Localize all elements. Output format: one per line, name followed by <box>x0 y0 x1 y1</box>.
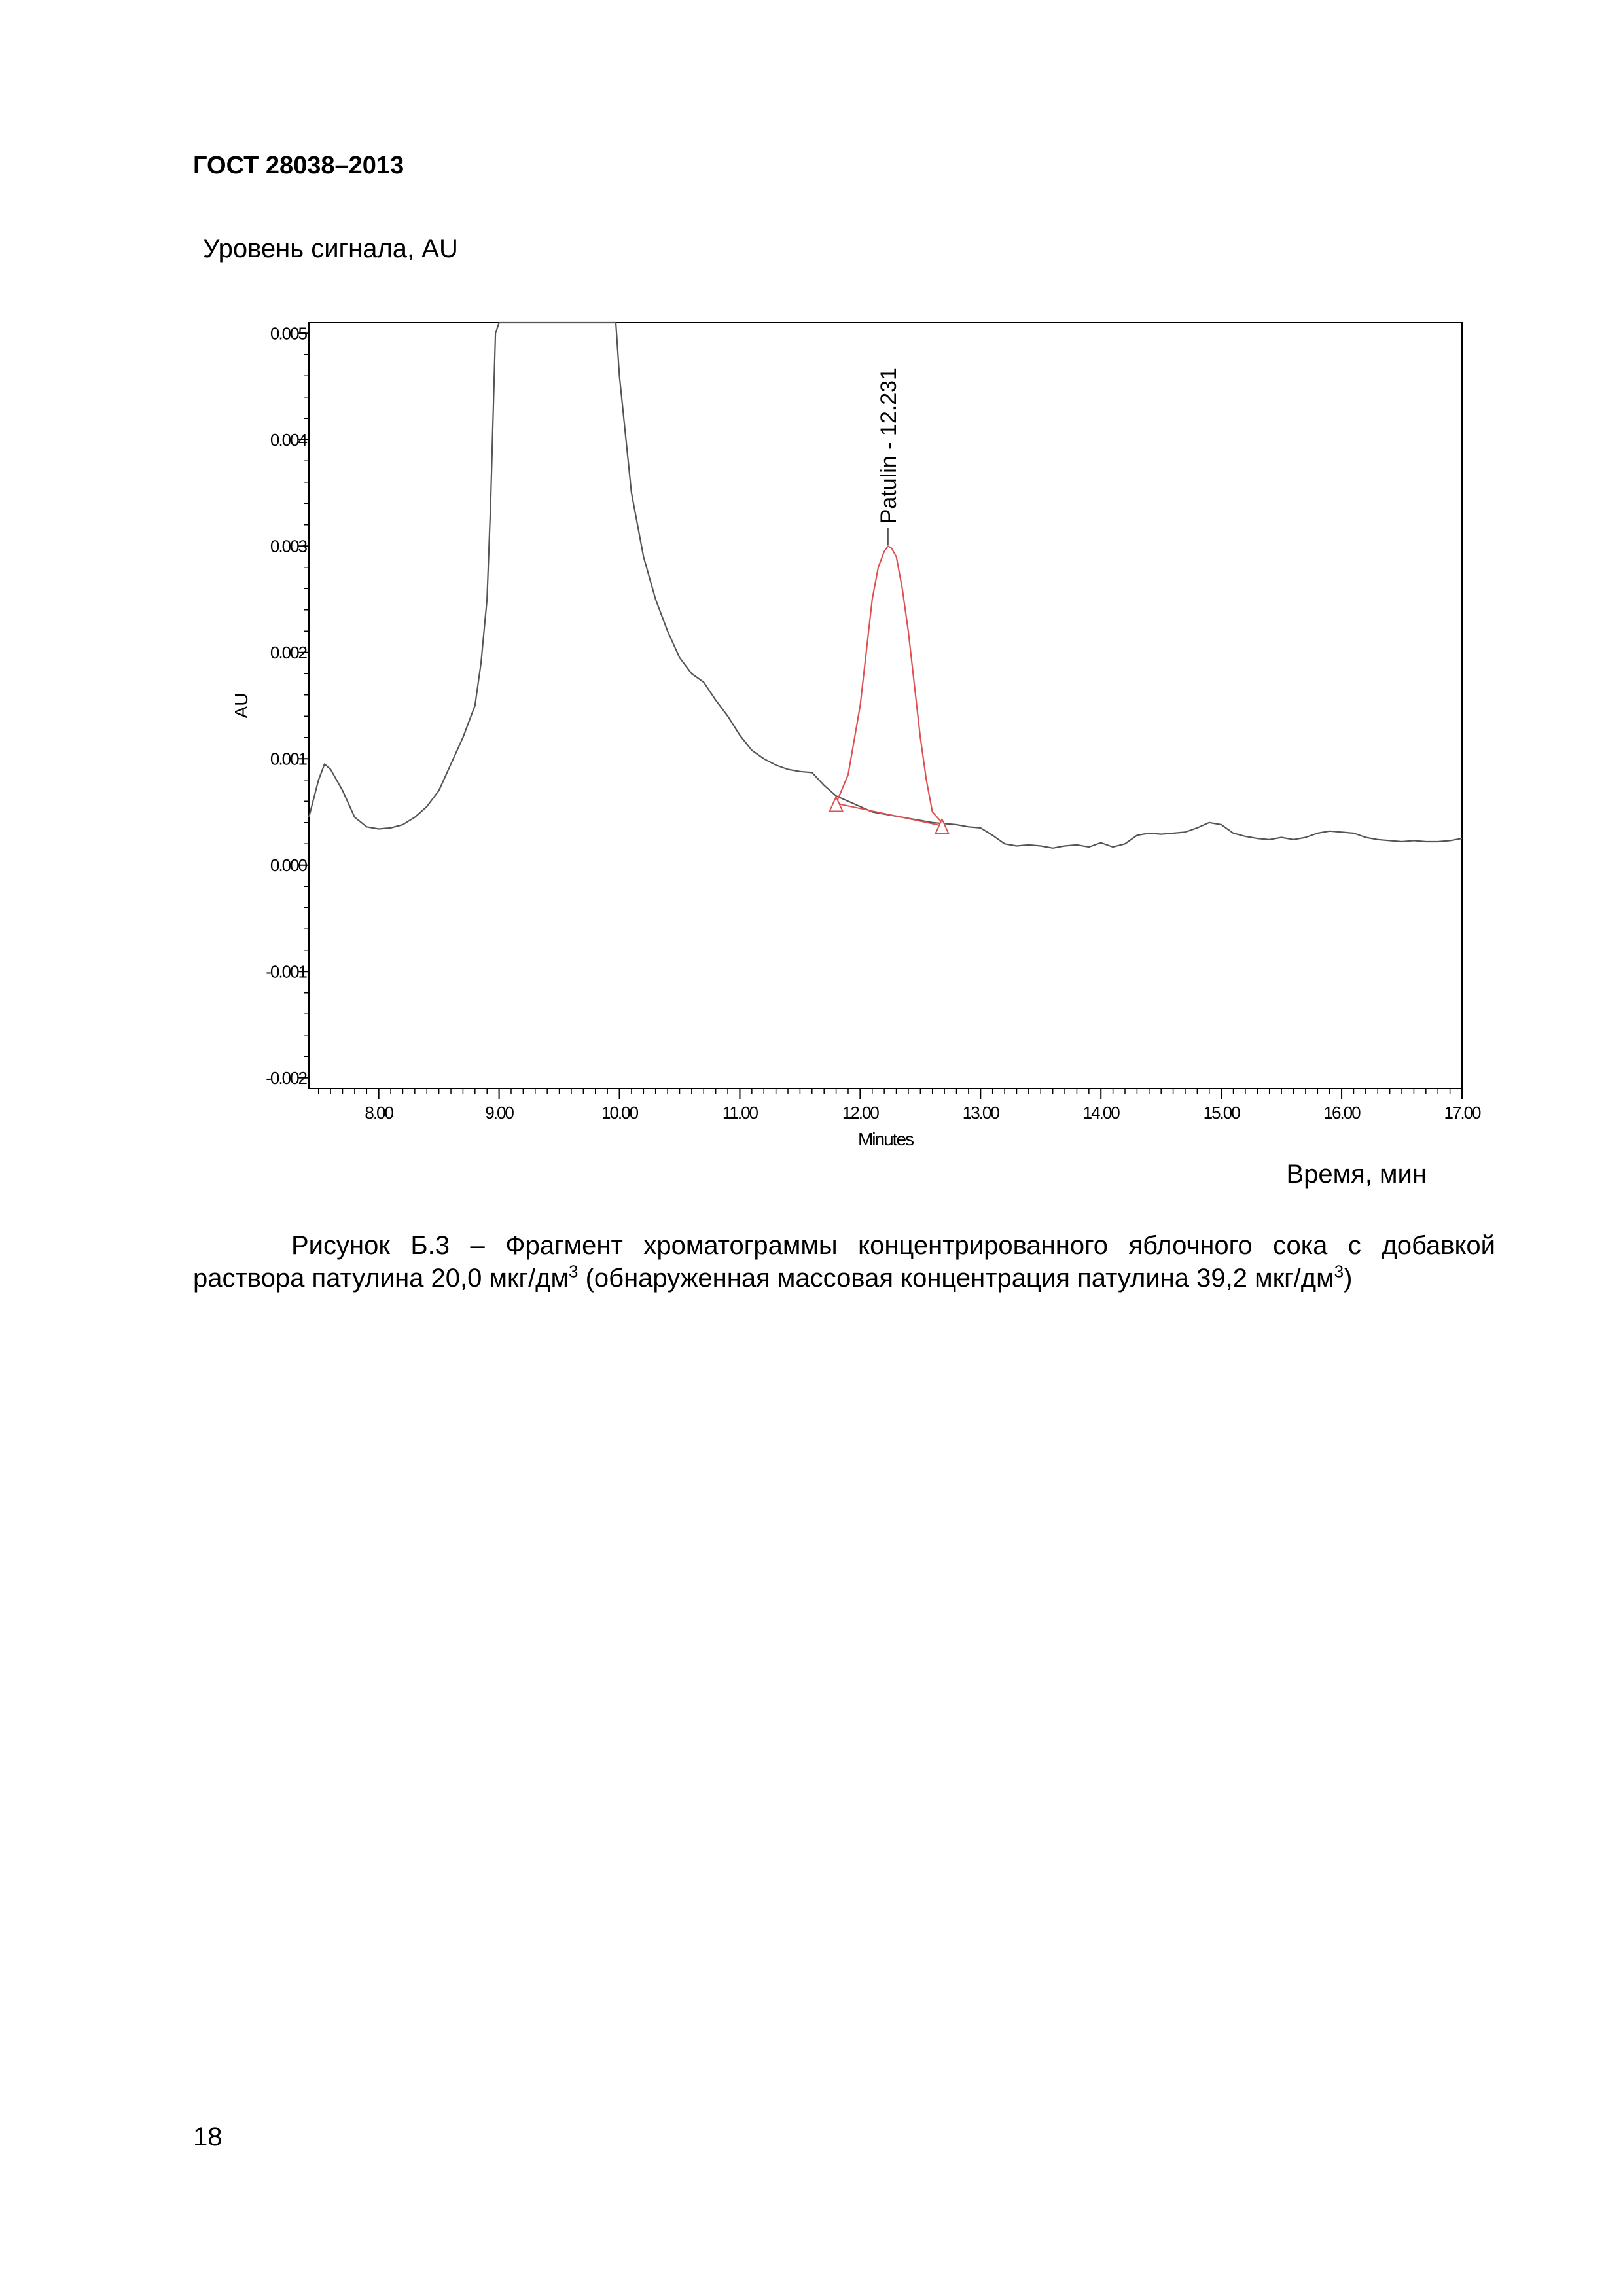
y-tick-label: 0.005 <box>270 323 308 343</box>
x-axis: 8.00 9.00 10.00 11.00 12.00 13.00 14.00 15.00 16… <box>317 1088 1482 1122</box>
x-tick-label: 10.00 <box>601 1103 639 1122</box>
y-tick-label: 0.004 <box>270 430 308 450</box>
y-tick-label: 0.001 <box>270 749 308 768</box>
peak-line <box>835 545 943 823</box>
x-tick-label: 13.00 <box>963 1103 1000 1122</box>
plot-frame <box>308 322 1463 1089</box>
x-tick-label: 8.00 <box>365 1103 393 1122</box>
peak-boundary-marker <box>829 795 844 812</box>
page-number: 18 <box>193 2123 223 2151</box>
y-tick-label: 0.003 <box>270 536 308 556</box>
caption-line-1: Рисунок Б.3 – Фрагмент хроматограммы кон… <box>291 1231 1495 1260</box>
y-tick-label: -0.001 <box>266 961 307 981</box>
document-header: ГОСТ 28038–2013 <box>193 152 404 179</box>
peak-baseline <box>836 802 942 827</box>
caption-superscript-1: 3 <box>569 1261 579 1282</box>
caption-text-a: раствора патулина 20,0 мкг/дм <box>193 1264 569 1293</box>
y-tick-label: -0.002 <box>266 1068 307 1088</box>
x-tick-label: 15.00 <box>1204 1103 1241 1122</box>
caption-text-c: ) <box>1344 1264 1353 1293</box>
chart-annotations: Patulin - 12.231 <box>876 368 901 545</box>
y-axis: 0.005 0.004 0.003 0.002 0.001 0.000 -0.001 -0.0… <box>266 323 309 1088</box>
figure-caption: Рисунок Б.3 – Фрагмент хроматограммы кон… <box>193 1229 1495 1295</box>
time-axis-caption: Время, мин <box>1286 1160 1427 1189</box>
x-tick-label: 9.00 <box>485 1103 514 1122</box>
chromatogram-chart: 0.005 0.004 0.003 0.002 0.001 0.000 -0.001 -0.0… <box>231 321 1482 1149</box>
y-tick-label: 0.000 <box>270 855 308 875</box>
peak-label: Patulin - 12.231 <box>876 368 901 524</box>
caption-line-2: раствора патулина 20,0 мкг/дм3 (обнаруже… <box>193 1262 1495 1295</box>
x-tick-label: 14.00 <box>1083 1103 1120 1122</box>
x-tick-label: 12.00 <box>842 1103 880 1122</box>
caption-text-b: (обнаруженная массовая концентрация пату… <box>578 1264 1334 1293</box>
chart-traces <box>308 321 1463 849</box>
x-tick-label: 16.00 <box>1324 1103 1361 1122</box>
x-axis-label: Minutes <box>858 1129 914 1149</box>
caption-superscript-2: 3 <box>1334 1261 1344 1282</box>
x-tick-label: 11.00 <box>722 1103 758 1122</box>
y-axis-label: AU <box>231 693 251 719</box>
x-tick-label: 17.00 <box>1444 1103 1481 1122</box>
y-tick-label: 0.002 <box>270 643 308 662</box>
signal-level-label: Уровень сигнала, AU <box>203 234 458 263</box>
peak-boundary-marker <box>934 817 950 834</box>
